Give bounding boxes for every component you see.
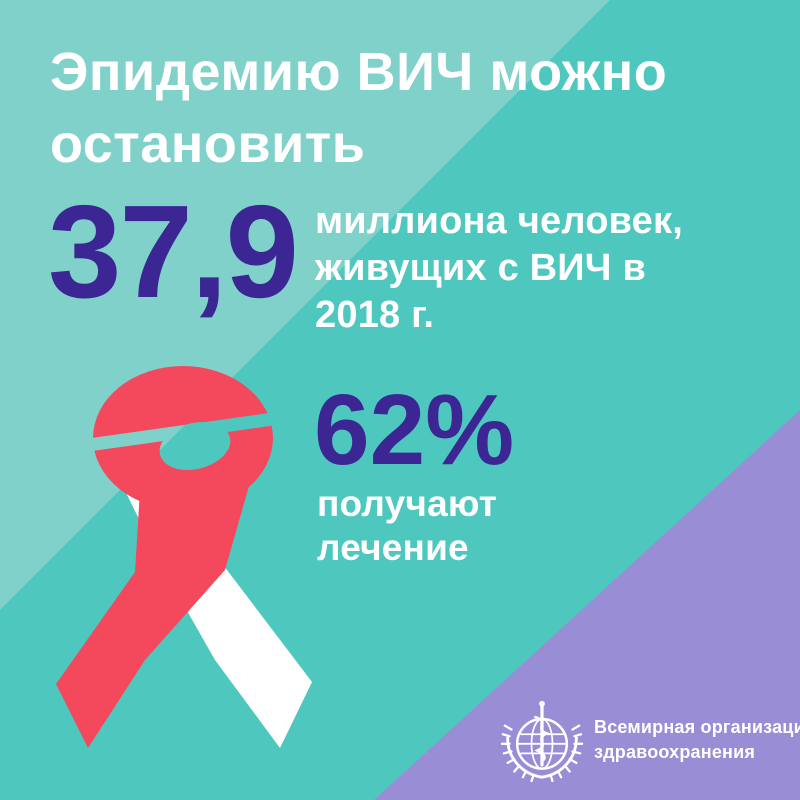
hiv-label-line-3: 2018 г.	[315, 294, 435, 336]
hiv-label-line-2: живущих с ВИЧ в	[315, 247, 647, 289]
title-line-2: остановить	[50, 114, 366, 174]
who-organization-name: Всемирная организация здравоохранения	[594, 715, 800, 765]
page-title: Эпидемию ВИЧ можно остановить	[50, 36, 667, 180]
ribbon-red-loop	[93, 366, 273, 510]
hiv-label-line-1: миллиона человек,	[315, 200, 683, 242]
who-name-line-2: здравоохранения	[594, 742, 756, 762]
hiv-count-label: миллиона человек, живущих с ВИЧ в 2018 г…	[315, 198, 683, 339]
treatment-label-line-2: лечение	[317, 527, 469, 568]
who-logo-block: Всемирная организация здравоохранения	[500, 698, 800, 782]
title-line-1: Эпидемию ВИЧ можно	[50, 42, 668, 102]
treatment-percent-value: 62%	[314, 374, 515, 486]
treatment-label-line-1: получают	[317, 483, 498, 524]
aids-ribbon-icon	[56, 366, 312, 748]
who-name-line-1: Всемирная организация	[594, 717, 800, 737]
who-emblem-icon	[500, 700, 584, 782]
treatment-label: получают лечение	[317, 482, 497, 570]
ribbon-red-strap	[56, 465, 255, 748]
hiv-count-value: 37,9	[48, 178, 299, 325]
